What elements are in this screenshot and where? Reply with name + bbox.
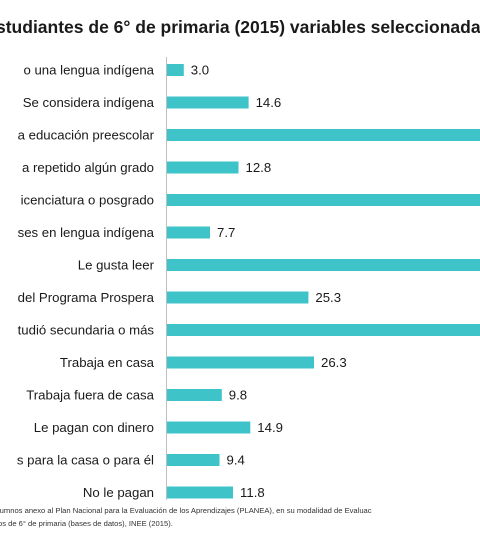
bar — [167, 389, 222, 401]
bar — [167, 226, 210, 239]
value-label: 25.3 — [315, 290, 341, 305]
value-label: 12.8 — [246, 160, 272, 175]
category-label: Le pagan con dinero — [34, 420, 154, 435]
bar — [167, 291, 309, 304]
bar — [167, 129, 480, 141]
category-label: Trabaja en casa — [60, 355, 155, 370]
chart-title: studiantes de 6° de primaria (2015) vari… — [0, 17, 480, 37]
bar — [167, 96, 249, 109]
bar — [167, 324, 480, 336]
bar — [167, 356, 314, 369]
value-label: 14.9 — [257, 420, 283, 435]
source-note-line-1: lumnos anexo al Plan Nacional para la Ev… — [0, 506, 372, 515]
category-label: o una lengua indígena — [23, 63, 154, 78]
value-label: 14.6 — [256, 95, 282, 110]
value-label: 3.0 — [191, 63, 209, 78]
category-label: ses en lengua indígena — [18, 225, 155, 240]
bar — [167, 486, 233, 499]
category-label: icenciatura o posgrado — [21, 193, 154, 208]
bar — [167, 64, 184, 76]
category-label: Trabaja fuera de casa — [26, 388, 154, 403]
category-label: del Programa Prospera — [18, 290, 155, 305]
category-label: s para la casa o para él — [17, 453, 154, 468]
value-label: 26.3 — [321, 355, 347, 370]
category-label: No le pagan — [83, 485, 154, 500]
source-note-line-2: os de 6° de primaria (bases de datos), I… — [0, 519, 173, 528]
bar — [167, 161, 239, 174]
value-label: 11.8 — [240, 485, 265, 500]
category-label: Se considera indígena — [23, 95, 155, 110]
category-label: a educación preescolar — [18, 128, 155, 143]
value-label: 7.7 — [217, 225, 235, 240]
bar — [167, 194, 480, 206]
bars: o una lengua indígena 3.0 Se considera ind… — [17, 63, 480, 500]
category-label: tudió secundaria o más — [18, 323, 155, 338]
category-label: a repetido algún grado — [22, 160, 154, 175]
category-label: Le gusta leer — [78, 258, 155, 273]
value-label: 9.8 — [229, 388, 247, 403]
value-label: 9.4 — [227, 453, 245, 468]
bar — [167, 454, 220, 466]
bar — [167, 259, 480, 271]
bar — [167, 421, 251, 434]
